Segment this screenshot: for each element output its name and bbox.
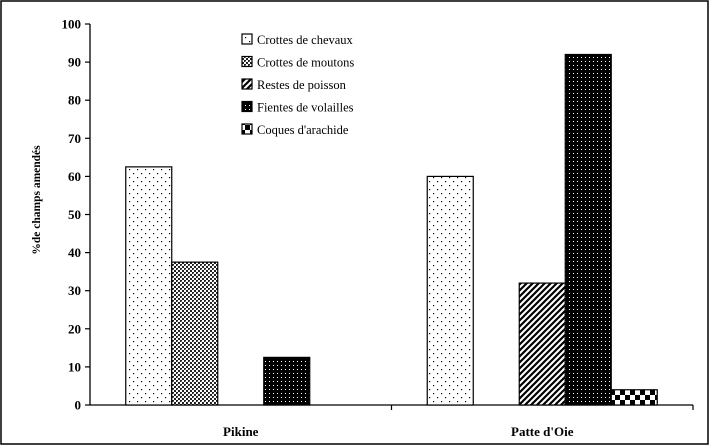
y-tick-label: 70 [68,131,81,146]
bar-1-1 [125,166,173,406]
y-tick-label: 80 [68,93,81,108]
legend-swatch [241,78,253,90]
category-label: Pikine [223,424,259,439]
y-tick-label: 20 [68,321,81,336]
bar-1-2 [426,175,474,406]
y-tick-label: 90 [68,55,81,70]
legend-label: Crottes de moutons [257,56,354,70]
y-axis-title: %de champs amendés [31,145,43,255]
legend-swatch [241,100,253,113]
category-label: Patte d'Oie [511,424,574,439]
category-labels: Pikine Patte d'Oie [223,424,574,439]
legend-label: Coques d'arachide [257,123,349,137]
legend-swatch [241,55,253,68]
bar-5-2 [610,389,658,406]
y-tick-label: 0 [75,398,82,413]
bar-4-1 [263,356,311,406]
y-tick-label: 100 [62,17,82,32]
y-tick-label: 10 [68,359,81,374]
y-tick-label: 50 [68,207,81,222]
y-tick-label: 40 [68,245,81,260]
y-tick-label: 30 [68,283,81,298]
bar-3-2 [518,282,566,406]
bars [125,53,658,406]
y-tick-label: 60 [68,169,81,184]
legend-label: Crottes de chevaux [257,33,354,47]
bar-4-2 [564,53,612,406]
legend: Crottes de chevaux Crottes de moutons Rest… [241,33,354,137]
bar-2-1 [171,261,219,406]
legend-swatch [241,33,253,45]
legend-label: Restes de poisson [257,78,347,92]
legend-swatch [241,123,253,135]
legend-label: Fientes de volailles [257,101,354,115]
